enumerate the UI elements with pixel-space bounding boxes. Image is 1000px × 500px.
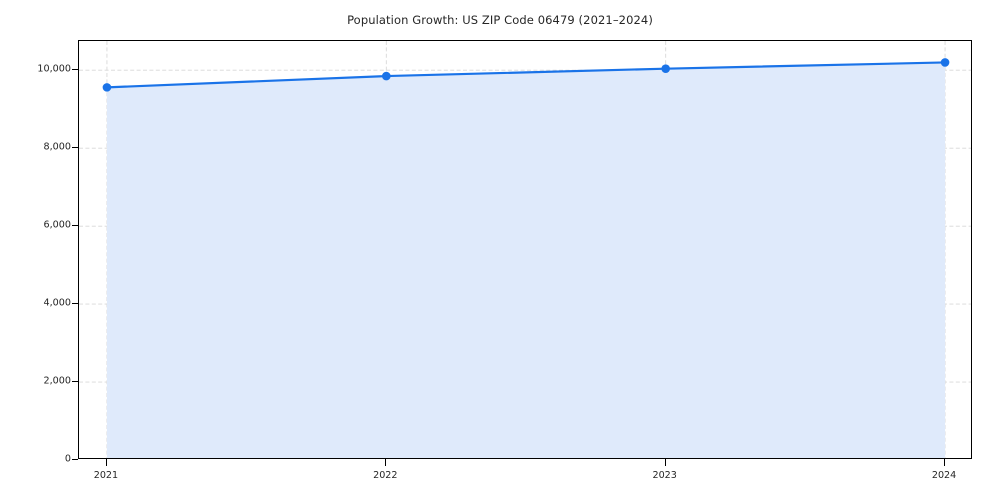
series-markers: [102, 58, 950, 92]
x-axis-tick-label: 2021: [93, 470, 119, 481]
y-axis-tick-mark: [71, 69, 78, 71]
x-axis-tick-label: 2024: [931, 470, 957, 481]
area-fill: [106, 62, 946, 458]
y-axis-tick-mark: [71, 381, 78, 383]
x-axis-tick-mark: [664, 459, 666, 466]
chart-title: Population Growth: US ZIP Code 06479 (20…: [347, 13, 653, 27]
y-axis-tick-label: 2,000: [43, 375, 71, 387]
plot-area: [78, 40, 972, 459]
y-axis-tick-label: 0: [64, 453, 71, 465]
series-line: [105, 61, 947, 89]
x-axis-tick-label: 2022: [373, 470, 398, 481]
y-axis-tick-labels: 0 2,000 4,000 6,000 8,000 10,000: [0, 0, 71, 500]
y-axis-tick-mark: [71, 225, 78, 227]
plot-canvas: [79, 41, 971, 458]
y-axis-tick-label: 10,000: [37, 63, 71, 75]
y-axis-tick-label: 8,000: [43, 141, 71, 153]
y-axis-tick-mark: [71, 147, 78, 149]
x-axis-tick-label: 2023: [652, 470, 677, 481]
x-axis-tick-mark: [105, 459, 107, 466]
y-axis-tick-mark: [71, 459, 78, 460]
x-axis-tick-mark: [385, 459, 387, 466]
y-axis-tick-label: 6,000: [43, 219, 71, 231]
y-axis-tick-mark: [71, 303, 78, 305]
y-axis-tick-label: 4,000: [43, 297, 71, 309]
x-axis-tick-mark: [944, 459, 946, 466]
